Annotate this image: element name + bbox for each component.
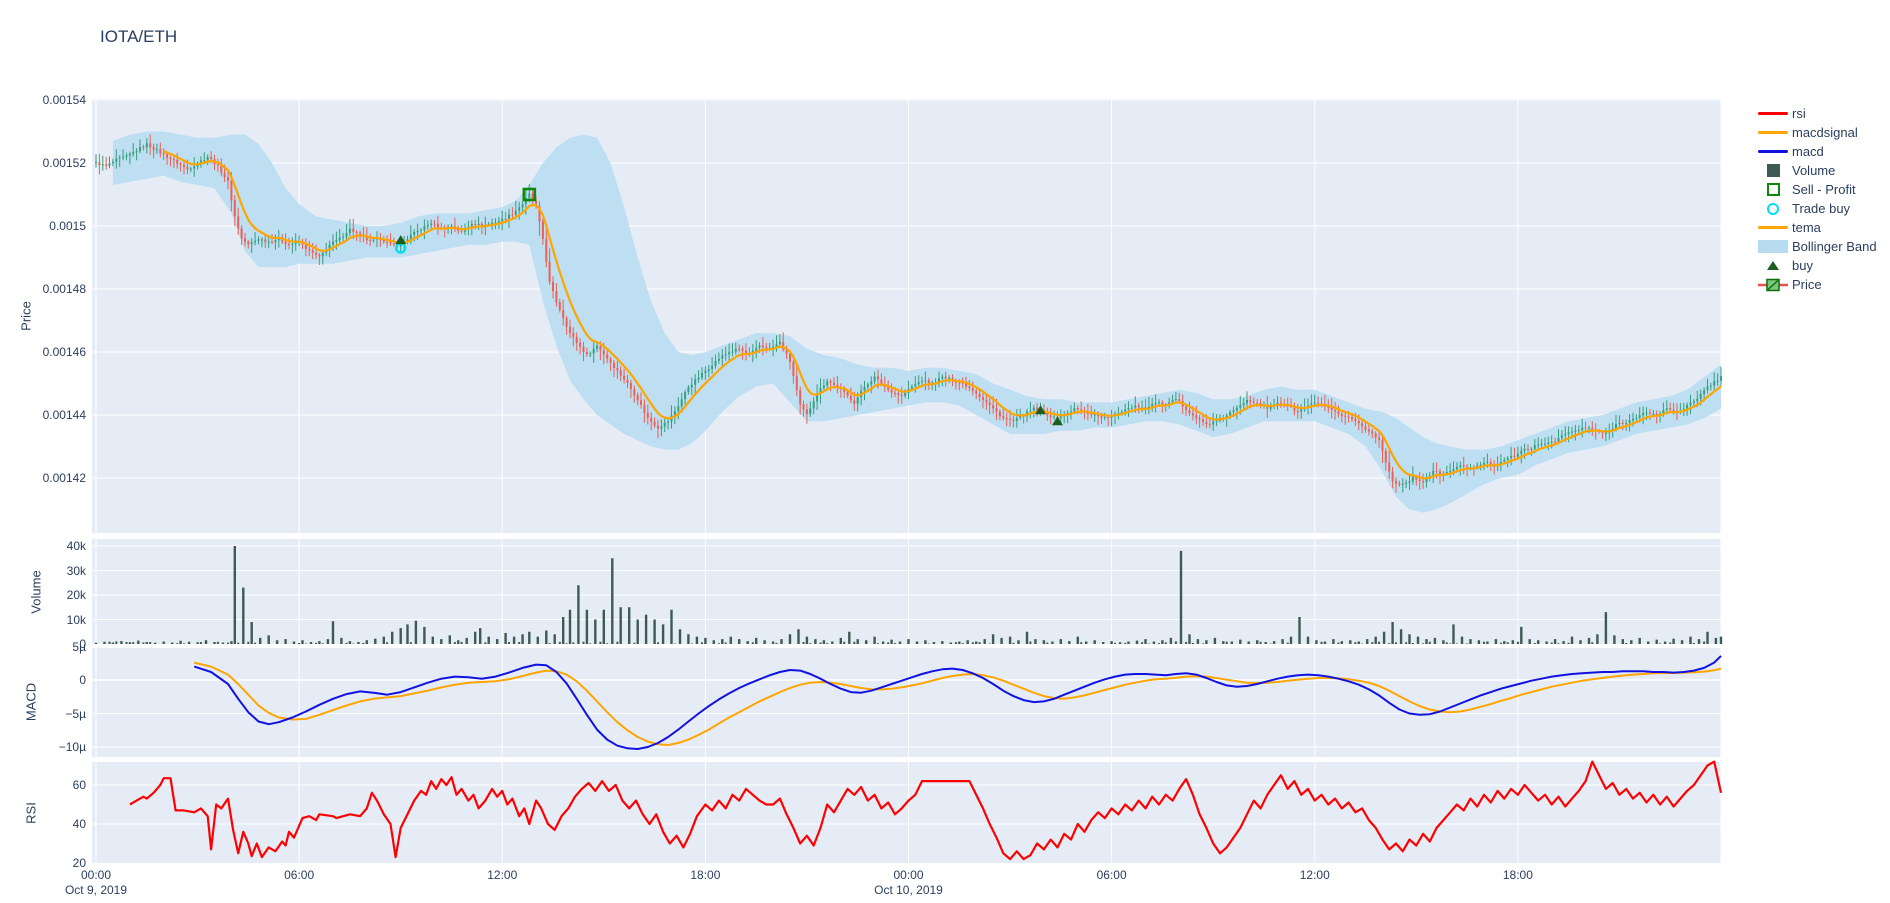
line-icon <box>1757 131 1789 134</box>
sell-profit-marker[interactable] <box>522 187 537 202</box>
legend-label: rsi <box>1792 106 1806 121</box>
legend-label: Trade buy <box>1792 201 1851 216</box>
legend-label: Price <box>1792 277 1822 292</box>
x-tick-label: 06:00 <box>284 868 315 882</box>
legend-item-rsi[interactable]: rsi <box>1757 104 1877 123</box>
legend-item-tema[interactable]: tema <box>1757 218 1877 237</box>
price-tick-label: 0.00146 <box>42 345 86 359</box>
tema-line <box>163 150 1722 480</box>
page-title: IOTA/ETH <box>100 27 178 46</box>
macd-tick-label: −5µ <box>65 706 86 721</box>
x-tick-label: 18:00 <box>690 868 721 882</box>
macd-line <box>193 655 1722 750</box>
legend-label: Volume <box>1792 163 1836 178</box>
macd-panel <box>92 648 1721 757</box>
legend-item-sell-profit[interactable]: Sell - Profit <box>1757 180 1877 199</box>
price-axis-title: Price <box>18 301 34 331</box>
legend-item-price[interactable]: Price <box>1757 275 1877 294</box>
volume-tick-label: 10k <box>66 612 86 627</box>
price-tick-label: 0.00142 <box>42 471 86 485</box>
x-tick-label: 12:00 <box>1299 868 1330 882</box>
legend-item-macdsignal[interactable]: macdsignal <box>1757 123 1877 142</box>
line-icon <box>1757 226 1789 229</box>
price-tick-label: 0.0015 <box>49 219 86 233</box>
band-icon <box>1757 240 1789 253</box>
legend-item-buy[interactable]: buy <box>1757 256 1877 275</box>
bollinger-band <box>112 131 1721 513</box>
open-square-icon <box>1757 183 1789 196</box>
legend: rsi macdsignal macd Volume Sell - Profit Trad… <box>1757 104 1877 294</box>
legend-item-bollinger-band[interactable]: Bollinger Band <box>1757 237 1877 256</box>
legend-label: Sell - Profit <box>1792 182 1856 197</box>
buy-marker[interactable] <box>1035 405 1047 415</box>
macdsignal-line <box>193 661 1722 746</box>
volume-tick-label: 20k <box>66 588 86 602</box>
legend-label: tema <box>1792 220 1821 235</box>
rsi-tick-label: 60 <box>72 778 86 792</box>
volume-tick-label: 0 <box>79 637 86 651</box>
macd-tick-label: 5µ <box>72 639 86 654</box>
x-tick-label: 12:00 <box>487 868 518 882</box>
x-tick-label: 00:00 <box>893 868 924 882</box>
legend-label: macdsignal <box>1792 125 1858 140</box>
macd-tick-label: 0 <box>79 673 86 687</box>
triangle-icon <box>1757 261 1789 270</box>
candle-icon <box>1757 278 1789 292</box>
line-icon <box>1757 150 1789 153</box>
rsi-line <box>129 760 1723 861</box>
rsi-tick-label: 40 <box>72 817 86 831</box>
buy-marker[interactable] <box>395 235 407 245</box>
rsi-panel <box>92 762 1721 863</box>
open-circle-icon <box>1757 202 1789 215</box>
price-tick-label: 0.00152 <box>42 156 86 170</box>
x-tick-label: 00:00 <box>80 868 112 882</box>
macd-tick-label: −10µ <box>58 740 86 754</box>
legend-item-trade-buy[interactable]: Trade buy <box>1757 199 1877 218</box>
x-tick-label: 06:00 <box>1096 868 1127 882</box>
buy-marker[interactable] <box>1051 416 1063 426</box>
price-tick-label: 0.00148 <box>42 282 86 296</box>
legend-item-macd[interactable]: macd <box>1757 142 1877 161</box>
rsi-tick-label: 20 <box>72 856 86 870</box>
x-tick-label: 18:00 <box>1502 868 1533 882</box>
vol-panel <box>92 539 1721 644</box>
volume-tick-label: 30k <box>66 563 86 578</box>
legend-label: buy <box>1792 258 1813 273</box>
legend-label: macd <box>1792 144 1824 159</box>
legend-item-volume[interactable]: Volume <box>1757 161 1877 180</box>
legend-label: Bollinger Band <box>1792 239 1877 254</box>
line-icon <box>1757 112 1789 115</box>
square-icon <box>1757 164 1789 177</box>
price-tick-label: 0.00154 <box>42 93 86 107</box>
x-date-label: Oct 10, 2019 <box>874 883 943 897</box>
price-tick-label: 0.00144 <box>42 408 86 422</box>
volume-tick-label: 40k <box>66 539 86 553</box>
x-date-label: Oct 9, 2019 <box>64 883 128 897</box>
